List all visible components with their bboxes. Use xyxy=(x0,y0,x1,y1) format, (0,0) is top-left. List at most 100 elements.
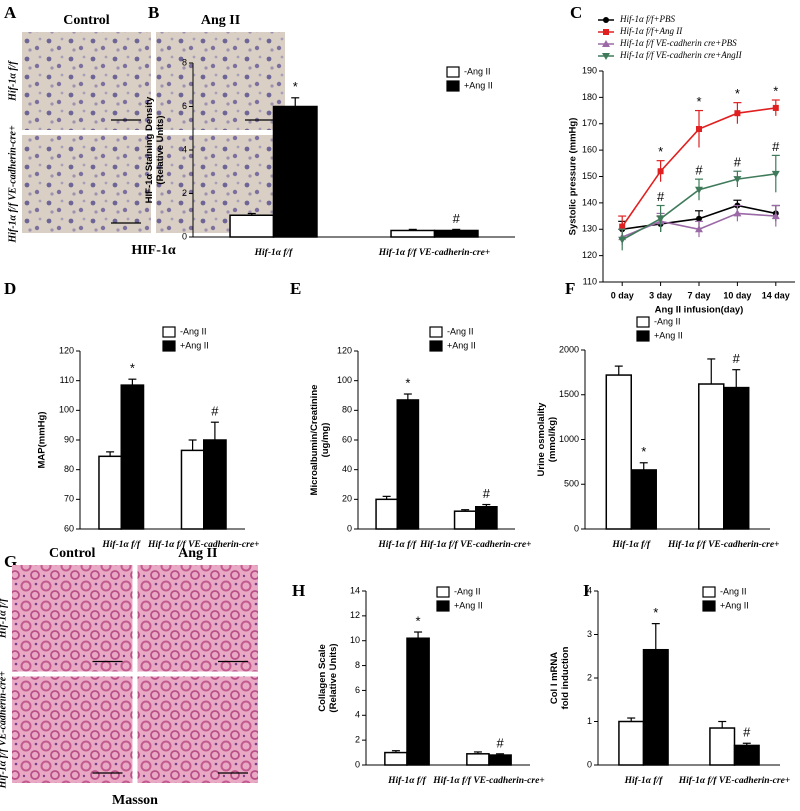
y-axis-label: HIF-1α Staining Density xyxy=(144,96,155,203)
point xyxy=(619,223,626,230)
y-axis-label: Systolic pressure (mmHg) xyxy=(568,118,579,236)
bar xyxy=(709,727,736,766)
panel-letter: A xyxy=(4,3,17,22)
y-tick-label: 0 xyxy=(355,759,360,769)
point xyxy=(734,110,741,117)
y-tick-label: 3 xyxy=(587,629,592,639)
annotation: * xyxy=(658,144,663,159)
point xyxy=(733,176,742,184)
annotation: # xyxy=(657,189,665,204)
y-axis-label: Collagen Scale xyxy=(317,644,328,712)
annotation: * xyxy=(653,605,658,620)
legend-marker xyxy=(603,29,609,35)
y-tick-label: 130 xyxy=(582,224,597,234)
y-axis-label: Col I mRNA xyxy=(549,652,560,704)
row-label: Hif-1α f/f VE-cadherin-cre+ xyxy=(0,671,8,790)
bar xyxy=(488,754,512,766)
point xyxy=(771,212,780,220)
point xyxy=(695,225,703,233)
caption: HIF-1α xyxy=(131,243,176,258)
y-tick-label: 6 xyxy=(355,685,360,695)
legend-marker xyxy=(602,40,610,47)
y-tick-label: 0 xyxy=(182,231,187,241)
column-label: Control xyxy=(63,13,110,28)
bar xyxy=(618,720,645,766)
x-tick-label: Hif-1α f/f VE-cadherin-cre+ xyxy=(419,540,531,550)
y-axis-label: (mmol/kg) xyxy=(547,417,558,462)
annotation: # xyxy=(695,163,703,178)
y-tick-label: 80 xyxy=(342,405,352,415)
y-axis-label: (Relative Units) xyxy=(328,643,339,712)
panel-letter: F xyxy=(565,279,575,298)
y-tick-label: 500 xyxy=(564,479,579,489)
bar xyxy=(120,384,145,530)
x-tick-label: Hif-1α f/f xyxy=(387,776,427,786)
annotation: # xyxy=(453,211,461,226)
panel-letter: D xyxy=(4,279,16,298)
column-label: Ang II xyxy=(178,546,217,561)
bar xyxy=(723,386,750,530)
x-tick-label: 14 day xyxy=(762,290,790,300)
legend-swatch xyxy=(162,340,176,352)
column-label: Control xyxy=(49,546,96,561)
legend-label: +Ang II xyxy=(464,80,493,90)
x-tick-label: Hif-1α f/f xyxy=(377,540,417,550)
y-axis-label: MAP(mmHg) xyxy=(37,412,48,469)
micrograph xyxy=(12,676,133,783)
y-tick-label: 2000 xyxy=(559,344,579,354)
annotation: # xyxy=(733,351,741,366)
bar xyxy=(475,506,498,530)
y-tick-label: 4 xyxy=(355,710,360,720)
legend-swatch xyxy=(162,326,176,338)
bar xyxy=(390,229,436,238)
y-tick-label: 8 xyxy=(355,660,360,670)
annotation: # xyxy=(734,155,742,170)
point xyxy=(772,104,779,111)
panel-letter: B xyxy=(148,3,159,22)
legend-label: Hif-1α f/f VE-cadherin cre+PBS xyxy=(619,38,737,48)
legend-label: +Ang II xyxy=(447,340,476,350)
y-tick-label: 10 xyxy=(350,635,360,645)
y-tick-label: 12 xyxy=(350,610,360,620)
y-tick-label: 70 xyxy=(64,494,74,504)
point xyxy=(618,236,627,244)
row-label: Hif-1α f/f xyxy=(0,597,8,639)
legend-label: Hif-1α f/f+Ang II xyxy=(619,26,683,36)
y-tick-label: 4 xyxy=(182,144,187,154)
micrograph xyxy=(156,32,285,130)
legend-swatch xyxy=(702,586,716,598)
point xyxy=(696,126,702,133)
point xyxy=(733,209,742,217)
bar xyxy=(384,751,408,766)
legend-swatch xyxy=(429,326,443,338)
y-tick-label: 14 xyxy=(350,585,360,595)
y-axis-label: (ug/mg) xyxy=(320,423,331,458)
bar xyxy=(642,648,669,766)
y-tick-label: 120 xyxy=(337,345,352,355)
annotation: * xyxy=(773,83,778,98)
legend-label: Hif-1α f/f VE-cadherin cre+AngII xyxy=(619,50,743,60)
x-tick-label: 10 day xyxy=(723,290,751,300)
legend-swatch xyxy=(436,586,450,598)
annotation: * xyxy=(735,86,740,101)
column-label: Ang II xyxy=(201,13,240,28)
legend-marker xyxy=(603,17,609,23)
legend-swatch xyxy=(636,316,650,328)
legend-label: Hif-1α f/f+PBS xyxy=(619,14,676,24)
legend-label: -Ang II xyxy=(464,66,491,76)
x-tick-label: Hif-1α f/f xyxy=(254,248,294,258)
y-tick-label: 180 xyxy=(582,92,597,102)
x-tick-label: Hif-1α f/f VE-cadherin-cre+ xyxy=(667,540,779,550)
bar xyxy=(605,374,633,530)
annotation: * xyxy=(416,613,421,628)
y-tick-label: 190 xyxy=(582,65,597,75)
x-tick-label: Hif-1α f/f xyxy=(624,776,664,786)
y-tick-label: 100 xyxy=(337,375,352,385)
point xyxy=(696,215,702,222)
y-axis-label: fold induction xyxy=(560,646,571,709)
y-tick-label: 0 xyxy=(347,523,352,533)
y-tick-label: 6 xyxy=(182,101,187,111)
y-tick-label: 2 xyxy=(587,672,592,682)
annotation: # xyxy=(483,486,491,501)
